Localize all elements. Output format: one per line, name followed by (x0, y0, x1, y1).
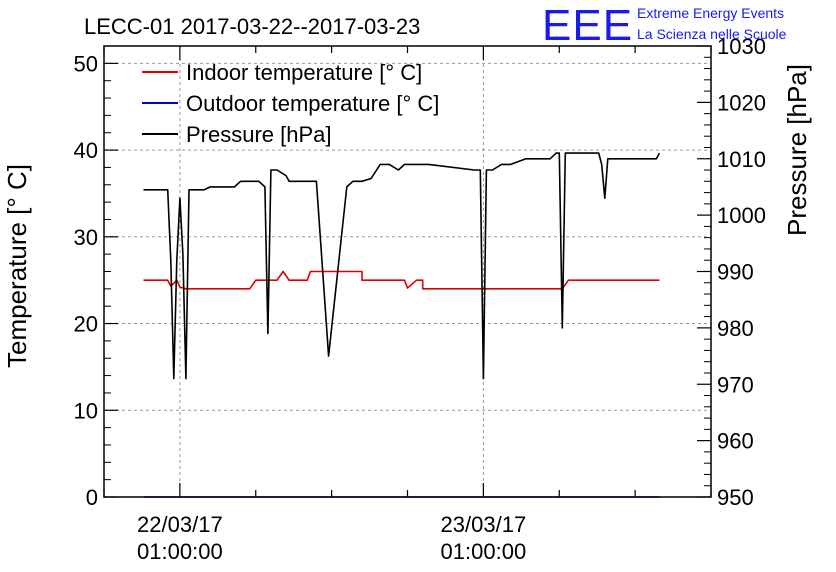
y2-axis-label: Pressure [hPa] (782, 64, 812, 236)
y2-tick-label-7: 1020 (717, 90, 766, 115)
y-tick-label-0: 0 (86, 485, 98, 510)
series-line-indoor (143, 270, 660, 290)
labels-layer: 0102030405095096097098099010001010102010… (74, 34, 766, 564)
y-axis-label: Temperature [° C] (2, 164, 32, 368)
legend-entry-pressure: Pressure [hPa] (186, 122, 332, 147)
x-tick-label-0-line1: 22/03/17 (137, 512, 223, 537)
x-tick-label-0-line2: 01:00:00 (137, 539, 223, 564)
y2-tick-label-8: 1030 (717, 34, 766, 59)
x-tick-label-1-line1: 23/03/17 (441, 512, 527, 537)
y-tick-label-2: 20 (74, 312, 98, 337)
y-tick-label-5: 50 (74, 51, 98, 76)
y-tick-label-3: 30 (74, 225, 98, 250)
y2-tick-label-1: 960 (717, 429, 754, 454)
y-tick-label-4: 40 (74, 138, 98, 163)
grid-lines (104, 46, 711, 497)
ticks-layer (103, 45, 712, 498)
logo-line1: Extreme Energy Events (637, 5, 784, 21)
series-line-pressure (143, 152, 661, 380)
logo-mark: EEE (542, 1, 633, 50)
x-tick-label-1-line2: 01:00:00 (441, 539, 527, 564)
y2-tick-label-5: 1000 (717, 203, 766, 228)
legend: Indoor temperature [° C] Outdoor tempera… (142, 60, 439, 147)
y2-tick-label-4: 990 (717, 260, 754, 285)
y2-tick-label-6: 1010 (717, 147, 766, 172)
y2-tick-label-0: 950 (717, 485, 754, 510)
legend-entry-indoor: Indoor temperature [° C] (186, 60, 422, 85)
eee-logo: EEE Extreme Energy Events La Scienza nel… (542, 1, 787, 50)
y2-tick-label-3: 980 (717, 316, 754, 341)
y2-tick-label-2: 970 (717, 372, 754, 397)
chart-title: LECC-01 2017-03-22--2017-03-23 (84, 14, 420, 39)
logo-line2: La Scienza nelle Scuole (637, 26, 787, 42)
legend-entry-outdoor: Outdoor temperature [° C] (186, 91, 439, 116)
y-tick-label-1: 10 (74, 398, 98, 423)
